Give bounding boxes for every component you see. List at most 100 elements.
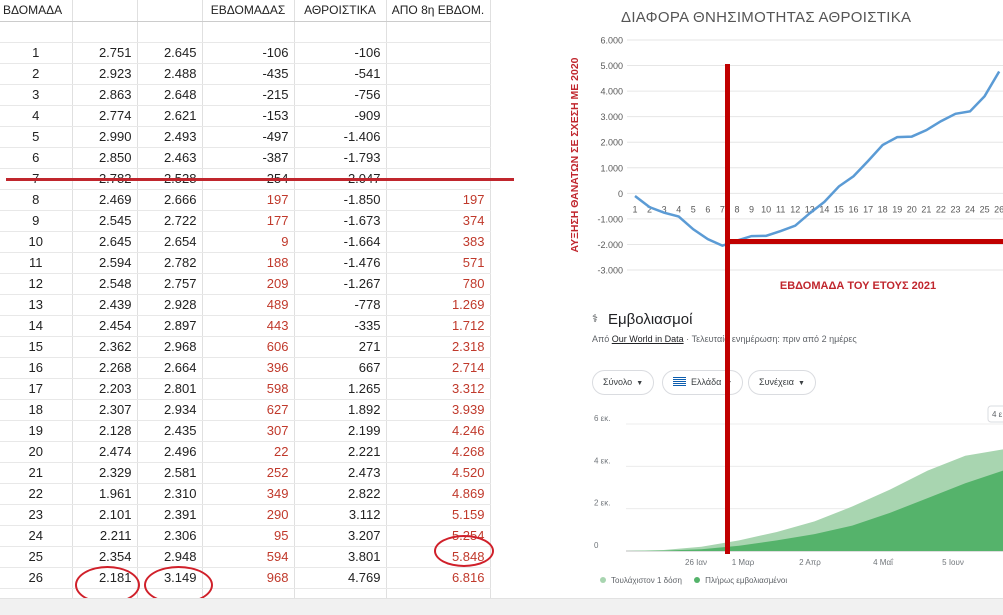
table-cell[interactable] [386, 84, 491, 106]
table-cell[interactable] [386, 105, 491, 127]
table-cell[interactable]: -909 [294, 105, 387, 127]
table-cell[interactable]: 6.816 [386, 567, 491, 589]
table-cell[interactable]: 2.666 [137, 189, 203, 211]
table-cell[interactable]: 396 [202, 357, 295, 379]
table-cell[interactable]: 8 [0, 189, 73, 211]
table-cell[interactable]: 10 [0, 231, 73, 253]
table-cell[interactable]: 4.268 [386, 441, 491, 463]
table-cell[interactable]: 2.221 [294, 441, 387, 463]
table-cell[interactable] [386, 147, 491, 169]
table-cell[interactable]: -153 [202, 105, 295, 127]
table-cell[interactable]: 290 [202, 504, 295, 526]
header-cell[interactable]: ΒΔΟΜΑΔΑ [0, 0, 73, 22]
table-cell[interactable]: 11 [0, 252, 73, 274]
header-cell[interactable] [137, 0, 203, 22]
empty-cell[interactable] [137, 21, 203, 43]
table-cell[interactable]: 2.310 [137, 483, 203, 505]
table-cell[interactable]: 2.101 [72, 504, 138, 526]
table-cell[interactable]: 3.312 [386, 378, 491, 400]
table-cell[interactable]: 252 [202, 462, 295, 484]
table-cell[interactable]: 2.268 [72, 357, 138, 379]
table-cell[interactable]: 2.645 [72, 231, 138, 253]
table-cell[interactable]: 12 [0, 273, 73, 295]
table-cell[interactable]: 2.318 [386, 336, 491, 358]
empty-cell[interactable] [202, 21, 295, 43]
table-cell[interactable]: 3.207 [294, 525, 387, 547]
table-cell[interactable]: 2.435 [137, 420, 203, 442]
table-cell[interactable]: 5 [0, 126, 73, 148]
table-cell[interactable] [386, 42, 491, 64]
table-cell[interactable]: 2.782 [137, 252, 203, 274]
table-cell[interactable]: 9 [202, 231, 295, 253]
table-cell[interactable] [386, 126, 491, 148]
table-cell[interactable]: 16 [0, 357, 73, 379]
table-cell[interactable]: -1.664 [294, 231, 387, 253]
header-cell[interactable] [72, 0, 138, 22]
table-cell[interactable]: 3 [0, 84, 73, 106]
table-cell[interactable]: 2.897 [137, 315, 203, 337]
table-cell[interactable]: 2.329 [72, 462, 138, 484]
table-cell[interactable]: 24 [0, 525, 73, 547]
empty-cell[interactable] [294, 21, 387, 43]
table-cell[interactable]: 2.722 [137, 210, 203, 232]
table-cell[interactable]: 2.714 [386, 357, 491, 379]
table-cell[interactable]: 3.801 [294, 546, 387, 568]
table-cell[interactable]: 2.548 [72, 273, 138, 295]
table-cell[interactable]: -541 [294, 63, 387, 85]
table-cell[interactable]: 2.948 [137, 546, 203, 568]
table-cell[interactable]: 1.712 [386, 315, 491, 337]
table-cell[interactable]: 2.581 [137, 462, 203, 484]
table-cell[interactable]: 6 [0, 147, 73, 169]
table-cell[interactable]: 2.822 [294, 483, 387, 505]
table-cell[interactable]: 2.488 [137, 63, 203, 85]
table-cell[interactable]: 489 [202, 294, 295, 316]
table-cell[interactable]: 2.362 [72, 336, 138, 358]
table-cell[interactable]: 3.939 [386, 399, 491, 421]
table-cell[interactable]: 2.923 [72, 63, 138, 85]
table-cell[interactable]: 17 [0, 378, 73, 400]
table-cell[interactable]: 2.757 [137, 273, 203, 295]
table-cell[interactable]: 374 [386, 210, 491, 232]
table-cell[interactable]: 3.112 [294, 504, 387, 526]
total-dropdown[interactable]: Σύνολο ▼ [592, 370, 655, 395]
table-cell[interactable]: 95 [202, 525, 295, 547]
table-cell[interactable]: 2.645 [137, 42, 203, 64]
table-cell[interactable]: 1 [0, 42, 73, 64]
table-cell[interactable]: 443 [202, 315, 295, 337]
table-cell[interactable]: 2.594 [72, 252, 138, 274]
more-dropdown[interactable]: Συνέχεια ▼ [748, 370, 816, 395]
table-cell[interactable]: 2.648 [137, 84, 203, 106]
table-cell[interactable]: 2.354 [72, 546, 138, 568]
table-cell[interactable] [386, 63, 491, 85]
table-cell[interactable]: -1.267 [294, 273, 387, 295]
table-cell[interactable]: 14 [0, 315, 73, 337]
table-cell[interactable]: 2.211 [72, 525, 138, 547]
table-cell[interactable]: 1.961 [72, 483, 138, 505]
table-cell[interactable]: 26 [0, 567, 73, 589]
table-cell[interactable]: 2.621 [137, 105, 203, 127]
empty-cell[interactable] [386, 21, 491, 43]
table-cell[interactable]: 9 [0, 210, 73, 232]
table-cell[interactable]: 968 [202, 567, 295, 589]
table-cell[interactable]: 606 [202, 336, 295, 358]
table-cell[interactable]: 15 [0, 336, 73, 358]
table-cell[interactable]: 2.801 [137, 378, 203, 400]
table-cell[interactable]: -1.850 [294, 189, 387, 211]
table-cell[interactable]: 2.128 [72, 420, 138, 442]
table-cell[interactable]: -1.476 [294, 252, 387, 274]
table-cell[interactable]: 594 [202, 546, 295, 568]
table-cell[interactable]: 197 [386, 189, 491, 211]
table-cell[interactable]: -756 [294, 84, 387, 106]
table-cell[interactable]: 188 [202, 252, 295, 274]
table-cell[interactable]: 598 [202, 378, 295, 400]
table-cell[interactable]: 20 [0, 441, 73, 463]
table-cell[interactable]: -435 [202, 63, 295, 85]
table-cell[interactable]: 1.265 [294, 378, 387, 400]
table-cell[interactable]: 2.751 [72, 42, 138, 64]
table-cell[interactable]: 2.306 [137, 525, 203, 547]
table-cell[interactable]: 4 [0, 105, 73, 127]
table-cell[interactable]: 19 [0, 420, 73, 442]
table-cell[interactable]: 2.439 [72, 294, 138, 316]
table-cell[interactable]: 1.269 [386, 294, 491, 316]
table-cell[interactable]: -335 [294, 315, 387, 337]
